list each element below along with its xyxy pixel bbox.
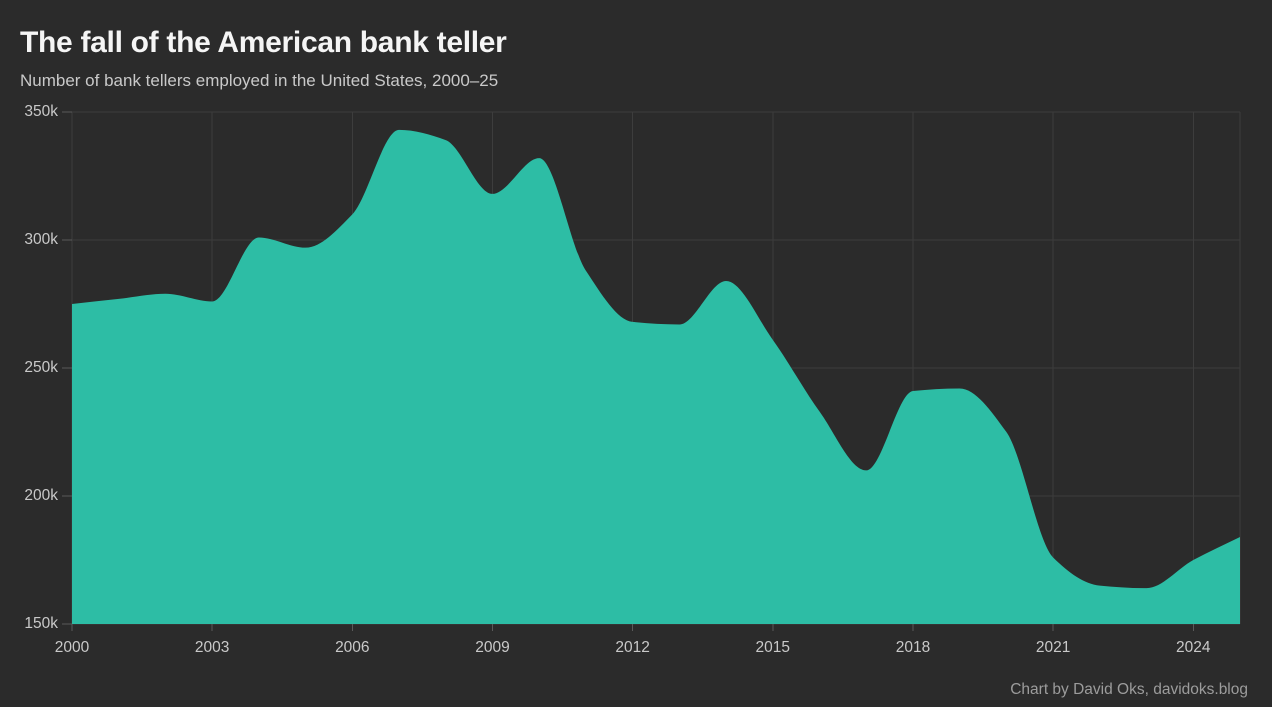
y-tick-label: 350k [24, 103, 58, 120]
x-tick-label: 2018 [895, 639, 931, 656]
y-tick-label: 200k [24, 487, 58, 504]
x-tick-label: 2000 [54, 639, 90, 656]
chart-title: The fall of the American bank teller [20, 26, 507, 59]
x-tick-label: 2006 [335, 639, 370, 656]
x-tick-label: 2024 [1176, 639, 1211, 656]
chart-credit: Chart by David Oks, davidoks.blog [1010, 681, 1248, 698]
area-path [72, 129, 1240, 625]
y-tick-label: 300k [24, 231, 58, 248]
chart-subtitle: Number of bank tellers employed in the U… [20, 71, 499, 90]
x-tick-label: 2009 [475, 639, 510, 656]
area-series [72, 129, 1240, 625]
y-tick-label: 150k [24, 615, 58, 632]
x-tick-label: 2015 [755, 639, 791, 656]
axis-tick-marks [62, 111, 1194, 631]
y-tick-label: 250k [24, 359, 58, 376]
x-tick-label: 2012 [615, 639, 650, 656]
x-tick-label: 2003 [194, 639, 230, 656]
x-tick-label: 2021 [1035, 639, 1071, 656]
